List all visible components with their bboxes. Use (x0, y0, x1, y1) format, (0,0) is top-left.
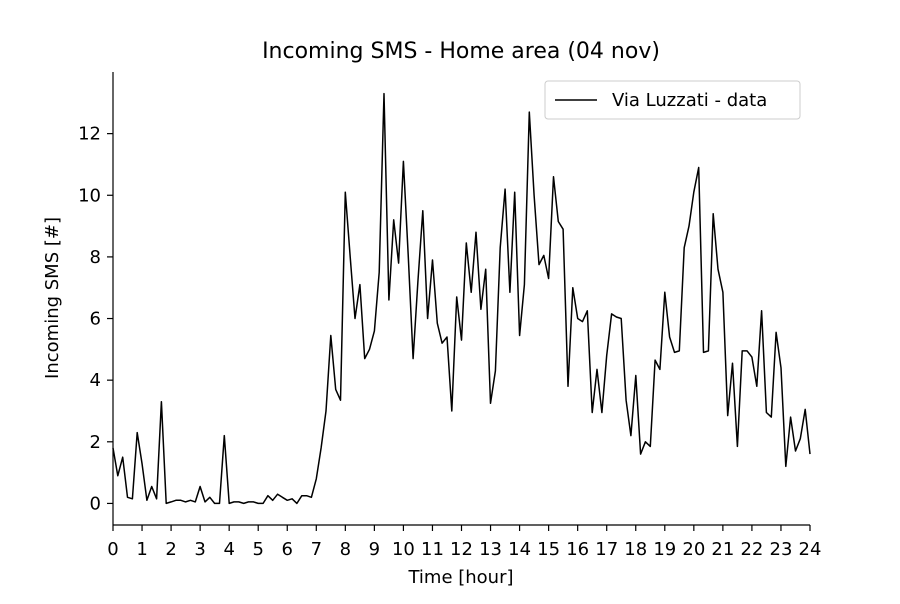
legend-box (544, 80, 801, 120)
x-tick-label: 17 (595, 539, 618, 560)
x-tick-label: 18 (624, 539, 647, 560)
x-tick-label: 3 (194, 539, 205, 560)
x-tick-label: 5 (252, 539, 263, 560)
x-tick-label: 14 (508, 539, 531, 560)
x-tick-label: 6 (282, 539, 293, 560)
chart-title: Incoming SMS - Home area (04 nov) (262, 39, 660, 64)
y-tick-label: 2 (90, 432, 101, 453)
plot-area: 0 1 2 3 4 5 6 7 8 9 10 11 12 13 14 15 16 17 18 19 20 21 22 23 24… (78, 72, 821, 560)
x-tick-label: 15 (537, 539, 560, 560)
x-tick-label: 24 (799, 539, 822, 560)
y-axis-label: Incoming SMS [#] (42, 217, 63, 379)
y-tick-label: 6 (90, 309, 101, 330)
legend: Via Luzzati - data (544, 80, 801, 120)
y-tick-label: 12 (78, 124, 101, 145)
x-tick-label: 0 (107, 539, 118, 560)
x-axis-label: Time [hour] (407, 567, 513, 588)
x-tick-label: 23 (770, 539, 793, 560)
x-tick-label: 4 (223, 539, 234, 560)
x-tick-label: 22 (740, 539, 763, 560)
x-tick-label: 2 (165, 539, 176, 560)
x-tick-label: 7 (311, 539, 322, 560)
x-tick-label: 1 (136, 539, 147, 560)
y-tick-label: 8 (90, 247, 101, 268)
x-tick-label: 21 (711, 539, 734, 560)
legend-entry: Via Luzzati - data (612, 90, 767, 111)
x-tick-label: 9 (369, 539, 380, 560)
y-tick-label: 0 (90, 493, 101, 514)
y-tick-label: 10 (78, 185, 101, 206)
x-tick-label: 11 (421, 539, 444, 560)
x-tick-label: 12 (450, 539, 473, 560)
series-line (112, 92, 811, 505)
x-tick-label: 13 (479, 539, 502, 560)
x-tick-label: 10 (392, 539, 415, 560)
x-tick-label: 19 (653, 539, 676, 560)
x-tick-label: 8 (340, 539, 351, 560)
y-tick-label: 4 (90, 370, 101, 391)
x-tick-label: 20 (682, 539, 705, 560)
x-tick-label: 16 (566, 539, 589, 560)
